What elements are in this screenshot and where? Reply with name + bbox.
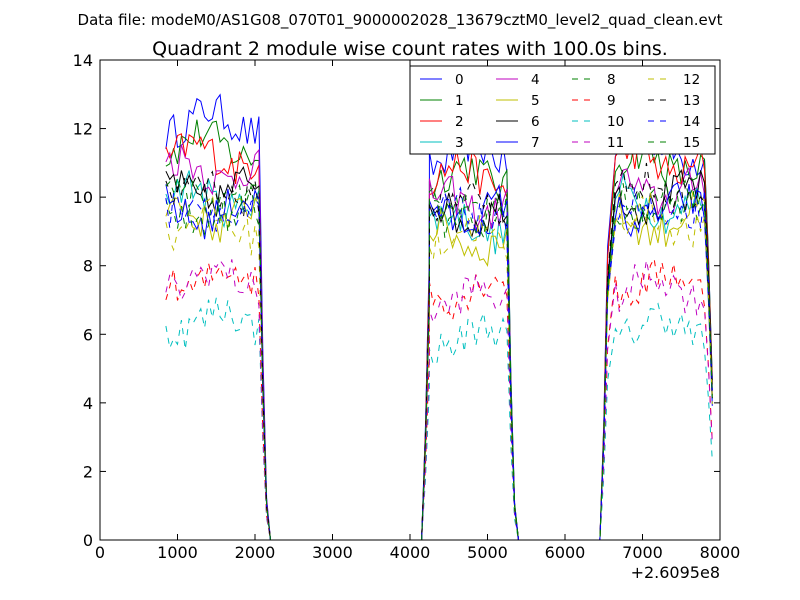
figure-suptitle: Data file: modeM0/AS1G08_070T01_90000020… <box>78 11 723 30</box>
series-line-10 <box>165 297 713 541</box>
legend-label: 8 <box>607 72 616 88</box>
series-line-9 <box>165 256 713 541</box>
y-tick-label: 8 <box>83 257 93 276</box>
axis-ticks: 0 1000 2000 3000 4000 5000 6000 7000 80000246810… <box>73 51 741 562</box>
series-line-13 <box>165 162 713 541</box>
series-line-4 <box>165 144 713 541</box>
legend-label: 15 <box>683 135 700 151</box>
legend-label: 6 <box>531 114 540 130</box>
legend-label: 3 <box>455 135 464 151</box>
legend-label: 13 <box>683 93 700 109</box>
legend-label: 4 <box>531 72 540 88</box>
series-line-12 <box>165 191 713 541</box>
chart-title: Quadrant 2 module wise count rates with … <box>152 38 668 60</box>
series-line-2 <box>165 133 713 541</box>
y-tick-label: 0 <box>83 531 93 550</box>
legend-label: 14 <box>683 114 700 130</box>
legend-label: 9 <box>607 93 616 109</box>
series-line-7 <box>165 182 713 541</box>
series-line-5 <box>165 191 713 541</box>
legend-label: 0 <box>455 72 464 88</box>
x-tick-label: 5000 <box>467 543 508 562</box>
legend-label: 11 <box>607 135 624 151</box>
x-tick-label: 1000 <box>157 543 198 562</box>
legend-label: 10 <box>607 114 624 130</box>
y-tick-label: 14 <box>73 51 93 70</box>
x-tick-label: 6000 <box>545 543 586 562</box>
legend-label: 12 <box>683 72 700 88</box>
x-tick-label: 3000 <box>312 543 353 562</box>
x-tick-label: 8000 <box>700 543 741 562</box>
legend-box <box>409 65 716 155</box>
series-line-14 <box>165 186 713 541</box>
legend-label: 5 <box>531 93 540 109</box>
x-tick-label: 7000 <box>622 543 663 562</box>
x-tick-label: 2000 <box>235 543 276 562</box>
series-line-15 <box>165 175 713 541</box>
y-tick-label: 6 <box>83 325 93 344</box>
plot-frame <box>99 59 721 541</box>
y-tick-label: 2 <box>83 462 93 481</box>
x-offset-label: +2.6095e8 <box>631 563 720 582</box>
series-lines <box>165 93 713 541</box>
series-line-11 <box>165 259 713 541</box>
y-tick-label: 12 <box>73 120 93 139</box>
x-tick-label: 4000 <box>390 543 431 562</box>
y-tick-label: 4 <box>83 394 93 413</box>
y-tick-label: 10 <box>73 188 93 207</box>
legend-label: 7 <box>531 135 540 151</box>
x-tick-label: 0 <box>95 543 105 562</box>
legend-label: 2 <box>455 114 464 130</box>
legend-label: 1 <box>455 93 464 109</box>
